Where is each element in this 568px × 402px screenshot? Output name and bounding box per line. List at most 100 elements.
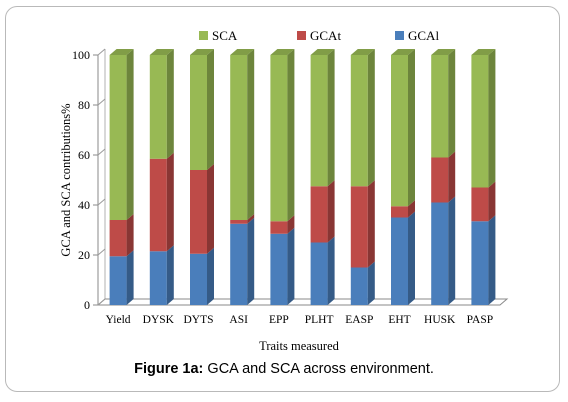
bar-gcat-husk bbox=[431, 157, 449, 203]
bar-side-gcal-easp bbox=[367, 261, 375, 305]
y-tick-label: 20 bbox=[78, 248, 90, 262]
bar-side-gcal-asi bbox=[247, 217, 255, 305]
legend-swatch-gcal bbox=[395, 31, 404, 40]
legend-label-sca: SCA bbox=[212, 28, 238, 43]
y-tick-label: 100 bbox=[72, 48, 90, 62]
x-tick-label: Yield bbox=[106, 314, 131, 326]
bar-side-gcal-plht bbox=[327, 236, 335, 305]
y-tick-depth bbox=[97, 248, 106, 256]
bar-gcal-yield bbox=[109, 256, 127, 305]
legend-swatch-sca bbox=[199, 31, 208, 40]
bar-top-epp bbox=[270, 49, 295, 55]
bar-gcal-pasp bbox=[471, 221, 489, 305]
bar-gcat-epp bbox=[270, 221, 288, 234]
y-tick-depth bbox=[97, 98, 106, 106]
bar-gcal-dyts bbox=[190, 253, 207, 305]
bar-side-sca-epp bbox=[287, 49, 295, 222]
bar-top-yield bbox=[109, 49, 134, 55]
bar-gcal-plht bbox=[310, 242, 328, 305]
bar-side-gcal-husk bbox=[448, 196, 456, 305]
x-tick-label: HUSK bbox=[424, 314, 456, 326]
bar-side-gcal-yield bbox=[126, 250, 134, 305]
bar-top-asi bbox=[230, 49, 255, 55]
bar-side-gcal-pasp bbox=[488, 215, 496, 305]
bar-gcat-yield bbox=[109, 220, 127, 257]
bar-gcat-plht bbox=[310, 186, 328, 243]
bar-sca-epp bbox=[270, 55, 288, 222]
bar-gcal-easp bbox=[350, 267, 368, 305]
bar-top-eht bbox=[391, 49, 415, 55]
bar-side-gcat-dyts bbox=[207, 164, 214, 254]
bar-side-gcal-dyts bbox=[207, 247, 214, 305]
x-tick-label: EASP bbox=[345, 314, 373, 326]
bar-gcat-easp bbox=[350, 186, 368, 268]
bar-side-gcat-epp bbox=[287, 215, 295, 234]
bar-sca-pasp bbox=[471, 55, 489, 188]
bar-top-dyts bbox=[190, 49, 214, 55]
bar-side-sca-easp bbox=[367, 49, 375, 187]
y-tick-depth bbox=[97, 148, 106, 156]
bar-sca-husk bbox=[431, 55, 449, 158]
stacked-bar-chart: 0 20 40 60 80 100 Yield DYSK DYTS ASI EPP PLHT EASP E… bbox=[59, 28, 509, 353]
y-tick-label: 40 bbox=[78, 198, 90, 212]
figure-caption: Figure 1a: GCA and SCA across environmen… bbox=[0, 361, 568, 377]
x-tick-label: DYTS bbox=[183, 314, 213, 326]
y-tick-depth bbox=[97, 198, 106, 206]
bar-side-gcat-pasp bbox=[488, 181, 496, 222]
bar-side-sca-asi bbox=[247, 49, 255, 220]
bar-side-gcal-epp bbox=[287, 227, 295, 305]
bar-gcal-dysk bbox=[149, 251, 167, 305]
bar-gcal-husk bbox=[431, 202, 449, 305]
y-tick-label: 0 bbox=[84, 298, 90, 312]
x-tick-label: PASP bbox=[467, 314, 493, 326]
x-tick-label: EPP bbox=[269, 314, 289, 326]
bar-side-gcat-yield bbox=[126, 214, 134, 257]
x-tick-label: EHT bbox=[388, 314, 410, 326]
bar-side-sca-dyts bbox=[207, 49, 214, 170]
x-axis-label: Traits measured bbox=[259, 339, 339, 353]
bar-top-husk bbox=[431, 49, 456, 55]
bar-gcat-dysk bbox=[149, 158, 167, 252]
x-tick-label: ASI bbox=[229, 314, 248, 326]
bar-top-easp bbox=[350, 49, 375, 55]
bar-top-pasp bbox=[471, 49, 496, 55]
y-tick-label: 80 bbox=[78, 98, 90, 112]
bar-sca-plht bbox=[310, 55, 328, 187]
y-tick-label: 60 bbox=[78, 148, 90, 162]
bar-sca-yield bbox=[109, 55, 127, 220]
bar-side-gcat-dysk bbox=[166, 152, 174, 252]
bar-side-sca-eht bbox=[408, 49, 415, 207]
bar-gcat-eht bbox=[391, 206, 408, 218]
legend-label-gcat: GCAt bbox=[310, 28, 341, 43]
caption-label: Figure 1a: bbox=[134, 361, 204, 377]
legend-label-gcal: GCAl bbox=[408, 28, 439, 43]
bar-side-sca-yield bbox=[126, 49, 134, 220]
y-tick-depth bbox=[97, 298, 106, 306]
bar-top-dysk bbox=[149, 49, 174, 55]
x-tick-label: PLHT bbox=[305, 314, 334, 326]
bar-gcal-epp bbox=[270, 233, 288, 305]
bar-side-gcal-dysk bbox=[166, 245, 174, 305]
bar-gcat-asi bbox=[230, 220, 248, 224]
bar-side-gcat-asi bbox=[247, 214, 255, 224]
y-axis-label: GCA and SCA contributions% bbox=[59, 103, 73, 256]
bar-side-sca-plht bbox=[327, 49, 335, 187]
bar-side-sca-husk bbox=[448, 49, 456, 158]
bar-side-sca-dysk bbox=[166, 49, 174, 159]
bar-side-gcat-husk bbox=[448, 151, 456, 203]
bar-gcat-pasp bbox=[471, 187, 489, 222]
bar-top-plht bbox=[310, 49, 335, 55]
caption-text: GCA and SCA across environment. bbox=[203, 361, 434, 377]
bar-side-gcat-easp bbox=[367, 180, 375, 268]
bar-gcal-eht bbox=[391, 217, 408, 305]
bar-side-gcat-eht bbox=[408, 200, 415, 218]
bar-gcal-asi bbox=[230, 223, 248, 305]
bar-sca-dysk bbox=[149, 55, 167, 159]
legend-swatch-gcat bbox=[297, 31, 306, 40]
bar-gcat-dyts bbox=[190, 170, 207, 254]
bar-sca-easp bbox=[350, 55, 368, 187]
bar-sca-eht bbox=[391, 55, 408, 207]
y-tick-depth bbox=[97, 48, 106, 56]
bar-sca-asi bbox=[230, 55, 248, 220]
bar-side-gcat-plht bbox=[327, 180, 335, 243]
